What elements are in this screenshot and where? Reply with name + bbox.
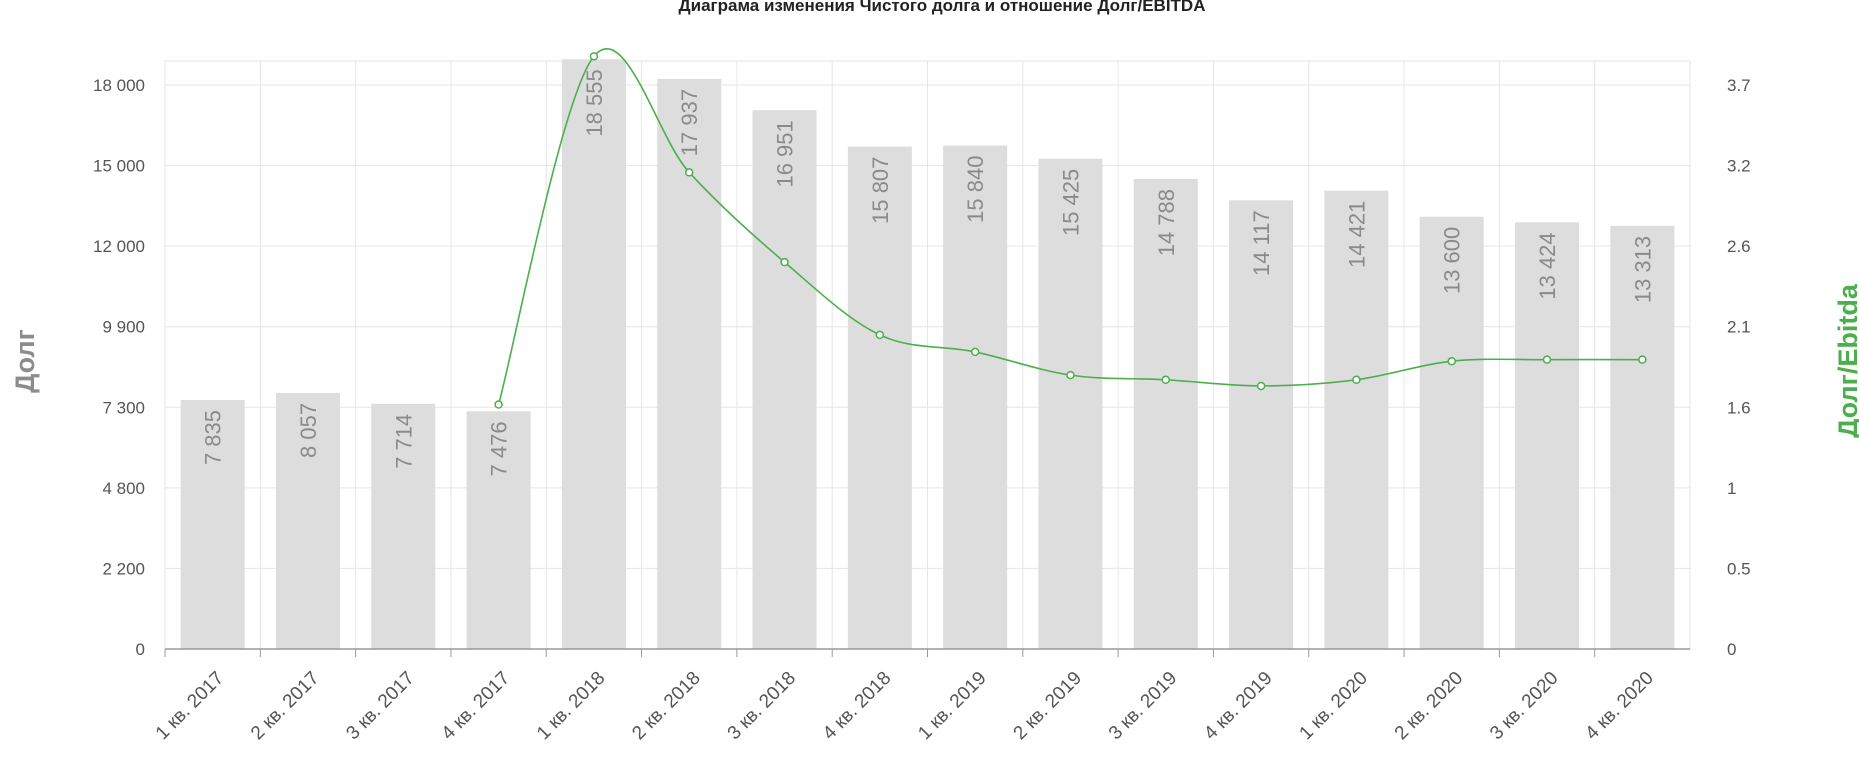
axes: 0 0 2 200 0.5 4 800 1 7 300 1.6 9 900 2.1 12 000 2.… xyxy=(93,76,1751,744)
y-tick-label: 0 xyxy=(136,640,145,659)
bar-7 xyxy=(847,146,912,649)
ratio-point[interactable] xyxy=(1542,355,1552,364)
x-tick-label: 2 кв. 2017 xyxy=(247,668,323,744)
ratio-point[interactable] xyxy=(1161,375,1171,385)
ratio-point[interactable] xyxy=(1256,381,1266,391)
bar-value-label: 14 421 xyxy=(1344,201,1369,268)
y2-tick-label: 1 xyxy=(1727,479,1736,498)
x-tick-label: 4 кв. 2017 xyxy=(438,668,514,744)
x-tick-label: 1 кв. 2018 xyxy=(533,668,609,744)
bar-value-label: 13 313 xyxy=(1630,236,1655,303)
ratio-point[interactable] xyxy=(1352,375,1361,385)
y2-tick-label: 0.5 xyxy=(1727,559,1751,578)
ratio-point[interactable] xyxy=(875,330,885,340)
x-tick-label: 1 кв. 2020 xyxy=(1296,668,1372,744)
bar-8 xyxy=(943,145,1008,649)
bar-2 xyxy=(371,403,436,649)
x-tick-label: 2 кв. 2020 xyxy=(1391,668,1467,744)
ratio-point[interactable] xyxy=(1066,370,1075,380)
ratio-point[interactable] xyxy=(1447,356,1456,366)
bar-value-label: 13 424 xyxy=(1535,232,1560,299)
ratio-series xyxy=(494,48,1647,409)
bar-value-label: 16 951 xyxy=(773,120,798,187)
x-tick-label: 1 кв. 2017 xyxy=(152,668,228,744)
bar-value-label: 7 714 xyxy=(391,414,416,469)
y-tick-label: 2 200 xyxy=(102,559,145,578)
bar-6 xyxy=(752,110,817,649)
y-tick-label: 4 800 xyxy=(102,479,145,498)
x-tick-label: 1 кв. 2019 xyxy=(914,668,990,744)
bar-value-label: 18 555 xyxy=(582,69,607,136)
bar-3 xyxy=(466,411,531,649)
x-tick-label: 3 кв. 2019 xyxy=(1105,668,1181,744)
ratio-line xyxy=(497,48,1643,405)
bar-value-label: 15 807 xyxy=(868,157,893,224)
x-tick-label: 4 кв. 2018 xyxy=(819,668,895,744)
ratio-point[interactable] xyxy=(970,347,980,357)
y2-tick-label: 0 xyxy=(1727,640,1736,659)
bar-5 xyxy=(657,78,722,649)
y-tick-label: 7 300 xyxy=(102,398,145,417)
x-tick-label: 3 кв. 2017 xyxy=(342,668,418,744)
bar-value-label: 14 117 xyxy=(1249,210,1274,276)
bar-value-label: 15 425 xyxy=(1058,169,1083,236)
bar-value-label: 8 057 xyxy=(296,403,321,458)
bar-10 xyxy=(1133,178,1198,650)
ratio-point[interactable] xyxy=(589,52,599,61)
bar-value-label: 15 840 xyxy=(963,156,988,223)
bar-12 xyxy=(1324,190,1389,649)
x-tick-label: 4 кв. 2019 xyxy=(1200,668,1276,744)
bar-11 xyxy=(1229,200,1294,649)
bar-value-label: 17 937 xyxy=(677,89,702,156)
grid-lines xyxy=(164,60,1691,649)
bar-13 xyxy=(1419,216,1484,649)
y2-tick-label: 3.2 xyxy=(1727,157,1751,176)
bar-1 xyxy=(275,392,340,649)
ratio-point[interactable] xyxy=(1638,355,1647,364)
ratio-point[interactable] xyxy=(494,400,503,409)
y2-axis-title: Долг/Ebitda xyxy=(1833,283,1859,438)
y2-tick-label: 1.6 xyxy=(1727,398,1751,417)
x-tick-label: 3 кв. 2018 xyxy=(724,668,800,744)
bar-series: 7 835 8 057 7 714 7 476 18 555 17 937 16 951 15… xyxy=(180,59,1675,650)
bar-value-label: 7 476 xyxy=(487,421,512,476)
x-tick-label: 3 кв. 2020 xyxy=(1486,668,1562,744)
bar-0 xyxy=(180,399,245,649)
bar-15 xyxy=(1610,225,1675,649)
y2-tick-label: 3.7 xyxy=(1727,76,1751,95)
x-tick-label: 2 кв. 2018 xyxy=(628,668,704,744)
y2-tick-label: 2.6 xyxy=(1727,237,1751,256)
y-tick-label: 15 000 xyxy=(93,157,145,176)
y-tick-label: 18 000 xyxy=(93,76,145,95)
y-tick-label: 12 000 xyxy=(93,237,145,256)
y2-tick-label: 2.1 xyxy=(1727,318,1751,337)
bar-value-label: 7 835 xyxy=(201,410,226,465)
x-tick-label: 4 кв. 2020 xyxy=(1581,668,1657,744)
bar-9 xyxy=(1038,158,1103,649)
bar-4 xyxy=(561,59,626,649)
bar-value-label: 14 788 xyxy=(1154,189,1179,256)
y-tick-label: 9 900 xyxy=(102,318,145,337)
chart-title: Диаграма изменения Чистого долга и отнош… xyxy=(679,0,1206,15)
bar-value-label: 13 600 xyxy=(1440,227,1465,294)
ratio-point[interactable] xyxy=(780,257,789,267)
y-axis-title: Долг xyxy=(10,329,40,393)
x-tick-label: 2 кв. 2019 xyxy=(1010,668,1086,744)
ratio-point[interactable] xyxy=(684,168,694,177)
bar-14 xyxy=(1515,222,1580,650)
